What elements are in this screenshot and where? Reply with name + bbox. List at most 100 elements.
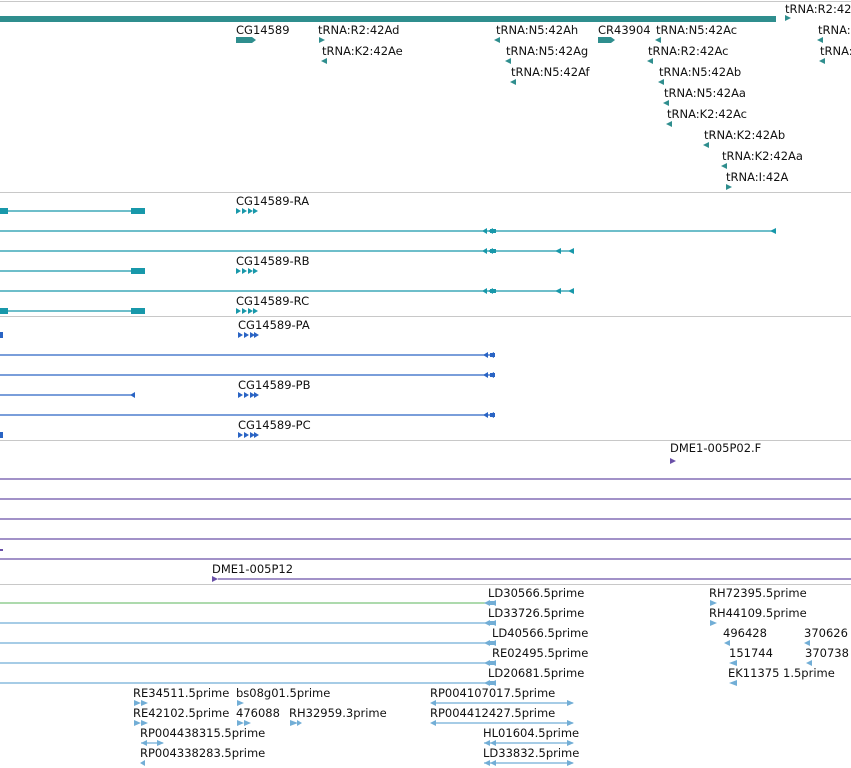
est-arrow[interactable] [806,660,812,666]
cds-block[interactable] [0,432,3,438]
gene-label[interactable]: tRNA:I:42A [726,170,789,184]
oligo-arrow[interactable] [670,458,676,464]
transcript-exon[interactable] [482,288,493,294]
est-arrow[interactable] [290,720,302,726]
est-label[interactable]: RP004438315.5prime [140,726,265,740]
est-arrow[interactable] [237,720,251,726]
est-label[interactable]: RE34511.5prime [133,686,229,700]
transcript-exon[interactable] [131,208,145,214]
est-label[interactable]: EK11375 [728,666,779,680]
gene-arrow[interactable] [647,58,653,64]
est-label[interactable]: 1.5prime [783,666,835,680]
transcript-exon[interactable] [0,308,8,314]
gene-label[interactable]: tRNA:K2:42Ac [667,107,747,121]
est-label[interactable]: HL01604.5prime [483,726,579,740]
gene-CG14589-glyph[interactable] [236,37,256,43]
est-label[interactable]: RP004412427.5prime [430,706,555,720]
est-arrow[interactable] [567,760,574,766]
est-arrow[interactable] [430,700,436,706]
transcript-label[interactable]: CG14589-RB [236,254,310,268]
protein-label[interactable]: CG14589-PB [238,378,311,392]
oligo-arrow[interactable] [212,576,218,582]
gene-CR43904-glyph[interactable] [598,37,615,43]
protein-label[interactable]: CG14589-PA [238,318,310,332]
est-arrow[interactable] [724,640,730,646]
est-arrow[interactable] [729,680,737,686]
cds-block[interactable] [483,352,494,358]
est-block[interactable] [490,601,496,605]
est-label[interactable]: 370738 [805,646,849,660]
gene-label[interactable]: CR43904 [598,23,651,37]
gene-label[interactable]: CG14589 [236,23,290,37]
gene-arrow[interactable] [666,121,672,127]
est-block[interactable] [490,661,496,665]
oligo-label[interactable]: DME1-005P02.F [670,441,761,455]
gene-arrow[interactable] [726,184,732,190]
est-block[interactable] [484,740,496,746]
est-arrow[interactable] [804,640,810,646]
gene-arrow[interactable] [505,58,511,64]
est-block[interactable] [490,641,496,645]
est-label[interactable]: 476088 [236,706,280,720]
est-arrow[interactable] [729,660,737,666]
gene-arrow[interactable] [319,37,325,43]
gene-label[interactable]: tRNA:N5:42Ah [496,23,578,37]
cds-arrows[interactable] [238,432,259,438]
transcript-label[interactable]: CG14589-RA [236,194,309,208]
gene-span[interactable] [0,16,776,22]
est-arrow[interactable] [567,740,574,746]
est-label[interactable]: RH32959.3prime [289,706,387,720]
est-label[interactable]: 151744 [729,646,773,660]
est-label[interactable]: 496428 [723,626,767,640]
est-label[interactable]: RE02495.5prime [492,646,588,660]
est-arrow[interactable] [710,620,717,626]
gene-label[interactable]: tRNA:K2:42Ae [322,44,403,58]
oligo-block[interactable] [0,549,3,551]
gene-arrow[interactable] [658,79,664,85]
transcript-label[interactable]: CG14589-RC [236,294,309,308]
gene-arrow[interactable] [785,15,791,21]
est-block[interactable] [484,760,496,766]
transcript-cds-arrows[interactable] [236,208,258,214]
gene-label[interactable]: tRNA: [820,44,851,58]
est-arrow[interactable] [157,740,164,746]
est-label[interactable]: RH72395.5prime [709,586,807,600]
gene-arrow[interactable] [494,37,500,43]
transcript-cds-arrows[interactable] [236,308,258,314]
gene-label[interactable]: tRNA:N5:42Ag [506,44,588,58]
gene-arrow[interactable] [655,37,661,43]
est-label[interactable]: RP004338283.5prime [140,746,265,760]
gene-label[interactable]: tRNA: [818,23,851,37]
transcript-exon[interactable] [0,208,8,214]
transcript-exon[interactable] [490,289,496,293]
transcript-exon[interactable] [555,248,574,254]
est-label[interactable]: LD20681.5prime [488,666,584,680]
transcript-exon[interactable] [482,248,493,254]
est-label[interactable]: RE42102.5prime [133,706,229,720]
est-label[interactable]: RP004107017.5prime [430,686,555,700]
gene-arrow[interactable] [663,100,669,106]
gene-arrow[interactable] [703,142,709,148]
est-arrow[interactable] [710,600,717,606]
est-label[interactable]: 370626 [804,626,848,640]
protein-label[interactable]: CG14589-PC [238,418,311,432]
cds-arrows[interactable] [238,332,259,338]
gene-label[interactable]: tRNA:R2:42Ad [318,23,399,37]
oligo-label[interactable]: DME1-005P12 [212,562,293,576]
cds-arrows[interactable] [238,392,259,398]
est-label[interactable]: LD33726.5prime [488,606,584,620]
cds-block[interactable] [490,373,495,377]
cds-block[interactable] [130,392,135,398]
est-label[interactable]: LD40566.5prime [492,626,588,640]
est-arrow[interactable] [237,700,244,706]
gene-label[interactable]: tRNA:K2:42Ab [704,128,785,142]
transcript-cds-arrows[interactable] [236,268,258,274]
transcript-exon[interactable] [490,249,496,253]
est-block[interactable] [490,681,496,685]
gene-arrow[interactable] [510,79,516,85]
gene-label[interactable]: tRNA:K2:42Aa [722,149,803,163]
gene-arrow[interactable] [721,163,727,169]
transcript-end-arrow[interactable] [770,228,776,234]
gene-label[interactable]: tRNA:N5:42Aa [664,86,746,100]
